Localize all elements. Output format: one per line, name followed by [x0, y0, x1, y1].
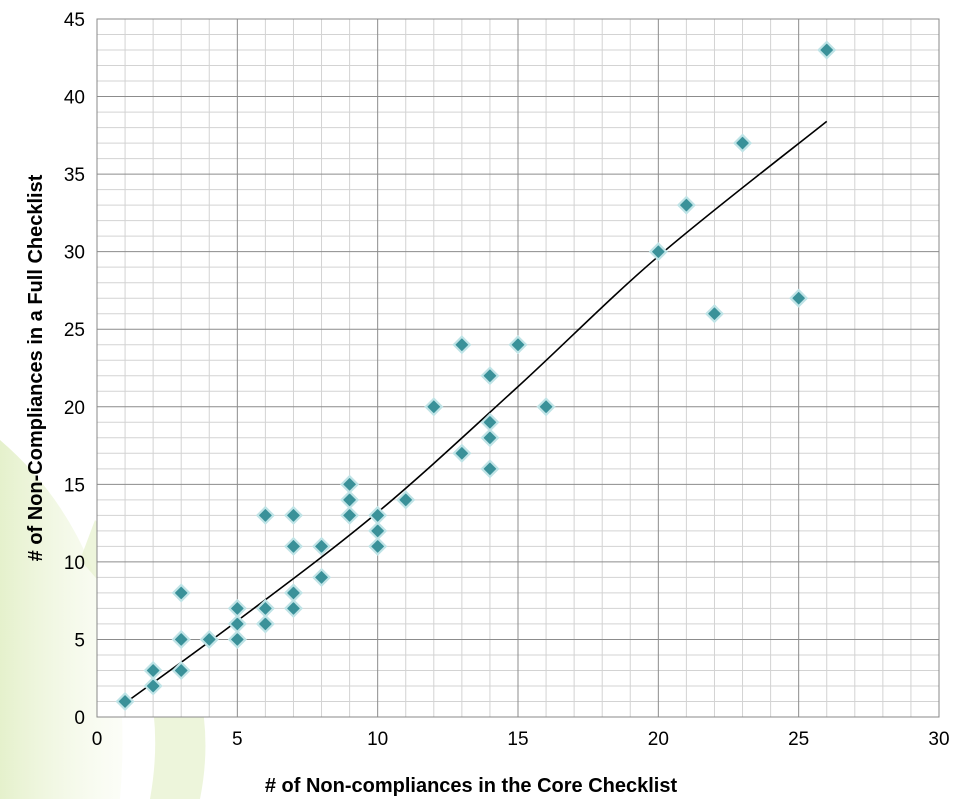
y-tick-label: 40: [64, 88, 85, 109]
y-tick-label: 15: [64, 475, 85, 496]
data-point-marker: [648, 242, 668, 262]
data-point-marker: [143, 676, 163, 696]
data-point-marker: [340, 490, 360, 510]
data-point-marker: [311, 536, 332, 556]
data-point-marker: [480, 459, 500, 479]
data-point-marker: [424, 397, 444, 417]
data-point-marker: [452, 335, 472, 355]
y-tick-label: 35: [64, 165, 85, 186]
x-axis-tick-labels: 0 5 10 15 20 25 30: [92, 729, 950, 750]
data-point-marker: [227, 614, 247, 634]
data-point-marker: [817, 40, 837, 60]
data-point-marker: [255, 598, 275, 618]
data-point-marker: [676, 195, 696, 215]
x-tick-label: 10: [367, 729, 388, 750]
y-axis-title: # of Non-Compliances in a Full Checklist: [25, 174, 47, 561]
data-point-marker: [480, 428, 500, 448]
data-points: [115, 40, 837, 712]
data-point-marker: [340, 505, 360, 525]
data-point-marker: [480, 412, 500, 432]
data-point-marker: [283, 505, 304, 525]
y-tick-label: 30: [64, 243, 85, 264]
data-point-marker: [199, 629, 219, 650]
data-point-marker: [789, 288, 809, 308]
data-point-marker: [311, 567, 332, 587]
y-axis-tick-labels: 0 5 10 15 20 25 30 35 40 45: [64, 10, 85, 729]
x-tick-label: 30: [928, 729, 949, 750]
data-point-marker: [732, 133, 753, 153]
data-point-marker: [536, 397, 556, 417]
data-point-marker: [396, 490, 416, 510]
x-tick-label: 20: [648, 729, 669, 750]
x-axis-title: # of Non-compliances in the Core Checkli…: [265, 775, 678, 797]
data-point-marker: [227, 629, 247, 650]
data-point-marker: [704, 304, 725, 324]
data-point-marker: [368, 505, 388, 525]
data-point-marker: [171, 629, 191, 650]
x-tick-label: 5: [232, 729, 243, 750]
data-point-marker: [368, 521, 388, 541]
plot-border: [96, 18, 940, 718]
x-tick-label: 25: [788, 729, 809, 750]
y-tick-label: 5: [74, 630, 85, 651]
decor-arc-outer: [0, 440, 123, 799]
data-point-marker: [452, 443, 472, 463]
data-point-marker: [283, 583, 304, 603]
data-point-marker: [283, 598, 304, 618]
data-point-marker: [368, 536, 388, 556]
data-point-marker: [115, 691, 135, 712]
data-point-marker: [283, 536, 304, 556]
data-point-marker: [480, 366, 500, 386]
y-tick-label: 45: [64, 10, 85, 31]
data-point-marker: [171, 660, 191, 681]
data-point-marker: [143, 660, 163, 681]
data-point-marker: [340, 474, 360, 494]
data-point-marker: [255, 614, 275, 634]
data-point-marker: [171, 583, 191, 603]
y-tick-label: 10: [64, 553, 85, 574]
y-tick-label: 0: [74, 708, 85, 729]
data-point-marker: [508, 335, 528, 355]
x-tick-label: 0: [92, 729, 103, 750]
data-point-marker: [227, 598, 247, 618]
y-tick-label: 20: [64, 398, 85, 419]
y-tick-label: 25: [64, 320, 85, 341]
x-tick-label: 15: [507, 729, 528, 750]
data-point-marker: [255, 505, 275, 525]
